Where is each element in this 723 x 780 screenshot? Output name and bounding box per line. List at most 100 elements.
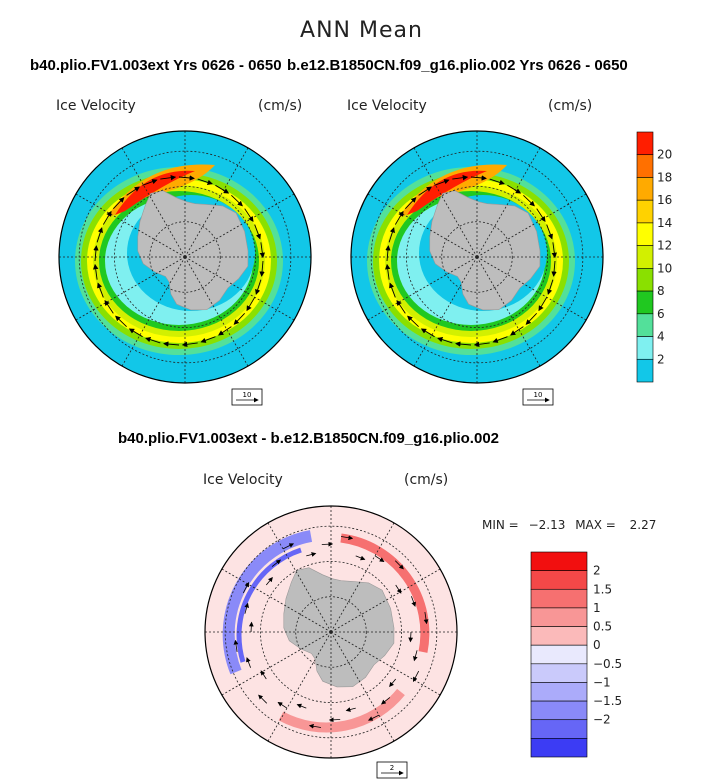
map-border [350,130,604,384]
meridian-line [267,522,332,633]
flow-arrow [420,328,435,338]
flow-arrow [385,263,391,280]
flow-arrow [265,576,273,586]
map-content [59,131,311,383]
map-border [204,505,458,759]
map-border [58,130,312,384]
meridian-line [184,256,295,321]
left-reference-vector: 10 [231,388,263,406]
flow-arrow [367,714,380,721]
flow-arrow [282,543,295,550]
flow-arrow [96,227,103,243]
colorbar-swatch [636,131,654,156]
colorbar-swatch [530,551,588,571]
flow-arrow [97,282,104,298]
colorbar-swatch [530,588,588,609]
colorbar-tick-label: 2 [657,352,665,366]
reference-vector-label: 10 [534,391,543,399]
flow-arrow [385,245,391,262]
left-units-label: (cm/s) [258,98,303,114]
flow-arrow [538,297,548,312]
flow-arrow [258,694,268,704]
map-content [351,131,603,383]
flow-arrow [411,596,416,607]
colorbar-tick-label: 14 [657,216,672,230]
parallel-circle [260,561,402,703]
colorbar-swatch [530,644,588,665]
meridian-line [476,193,587,258]
flow-arrow [259,260,265,277]
colorbar-tick-label: 0 [593,638,601,652]
flow-arrow [255,279,262,295]
colorbar-tick-label: 8 [657,284,665,298]
flow-arrow [218,326,232,336]
flow-arrow [178,175,195,181]
parallel-circle [78,150,292,364]
main-title: ANN Mean [300,18,423,43]
negative-anomaly-core [236,547,302,663]
flow-arrow [115,315,127,327]
colorbar-swatch [530,719,588,739]
colorbar-tick-label: 10 [657,261,672,275]
flow-arrow [244,208,254,222]
parallel-circle [441,221,513,293]
min-value: −2.13 [528,518,566,532]
left-panel-title: b40.plio.FV1.003ext Yrs 0626 - 0650 [30,57,282,74]
flow-arrow [260,670,267,680]
map-content [205,506,457,758]
flow-arrow [547,279,554,295]
colorbar-tick-label: 0.5 [593,620,612,634]
flow-arrow [215,184,230,194]
colorbar-swatch [636,336,654,360]
meridian-line [184,193,295,258]
flow-arrow [242,582,249,594]
reference-vector-label: 2 [390,764,394,772]
flow-arrow [510,326,524,336]
colorbar-tick-label: 16 [657,193,672,207]
diff-units-label: (cm/s) [404,472,449,488]
flow-arrow [389,282,396,298]
flow-arrow [389,678,397,688]
flow-arrow [104,300,114,314]
right-reference-vector: 10 [522,388,554,406]
flow-arrow [93,245,99,262]
meridian-line [476,256,541,367]
colorbar-swatch [636,290,654,315]
flow-arrow [413,650,418,662]
reference-vector-label: 10 [243,391,252,399]
flow-arrow [434,179,450,186]
colorbar-swatch [636,268,654,292]
colorbar-swatch [636,177,654,201]
flow-arrow [381,697,391,705]
flow-arrow [423,611,429,625]
positive-anomaly-band [340,533,430,653]
colorbar-tick-label: 1 [593,601,601,615]
flow-arrow [128,328,143,338]
meridian-line [221,568,332,633]
flow-arrow [246,657,251,668]
flow-arrow [306,552,317,557]
antarctica-landmass [429,190,541,311]
flow-arrow [254,224,261,240]
flow-arrow [455,341,472,347]
flow-arrow [296,703,307,709]
parallel-circle [114,186,256,328]
parallel-circle [406,186,548,328]
peak-velocity-region [407,170,487,215]
meridian-line [413,147,478,258]
meridian-line [367,256,478,321]
peak-velocity-region [115,170,195,215]
flow-arrow [345,707,356,712]
flow-arrow [492,336,508,343]
parallel-circle [224,525,438,739]
meridian-line [330,568,441,633]
flow-arrow [181,341,198,347]
diff-colorbar: 2 1.5 1 0.5 0 −0.5 −1 −1.5 −2 [530,551,622,758]
antarctica-landmass [137,190,249,311]
flow-arrow [197,178,213,185]
meridian-line [476,147,541,258]
flow-arrow [551,242,557,259]
colorbar-swatch [530,607,588,627]
colorbar-tick-label: 1.5 [593,582,612,596]
